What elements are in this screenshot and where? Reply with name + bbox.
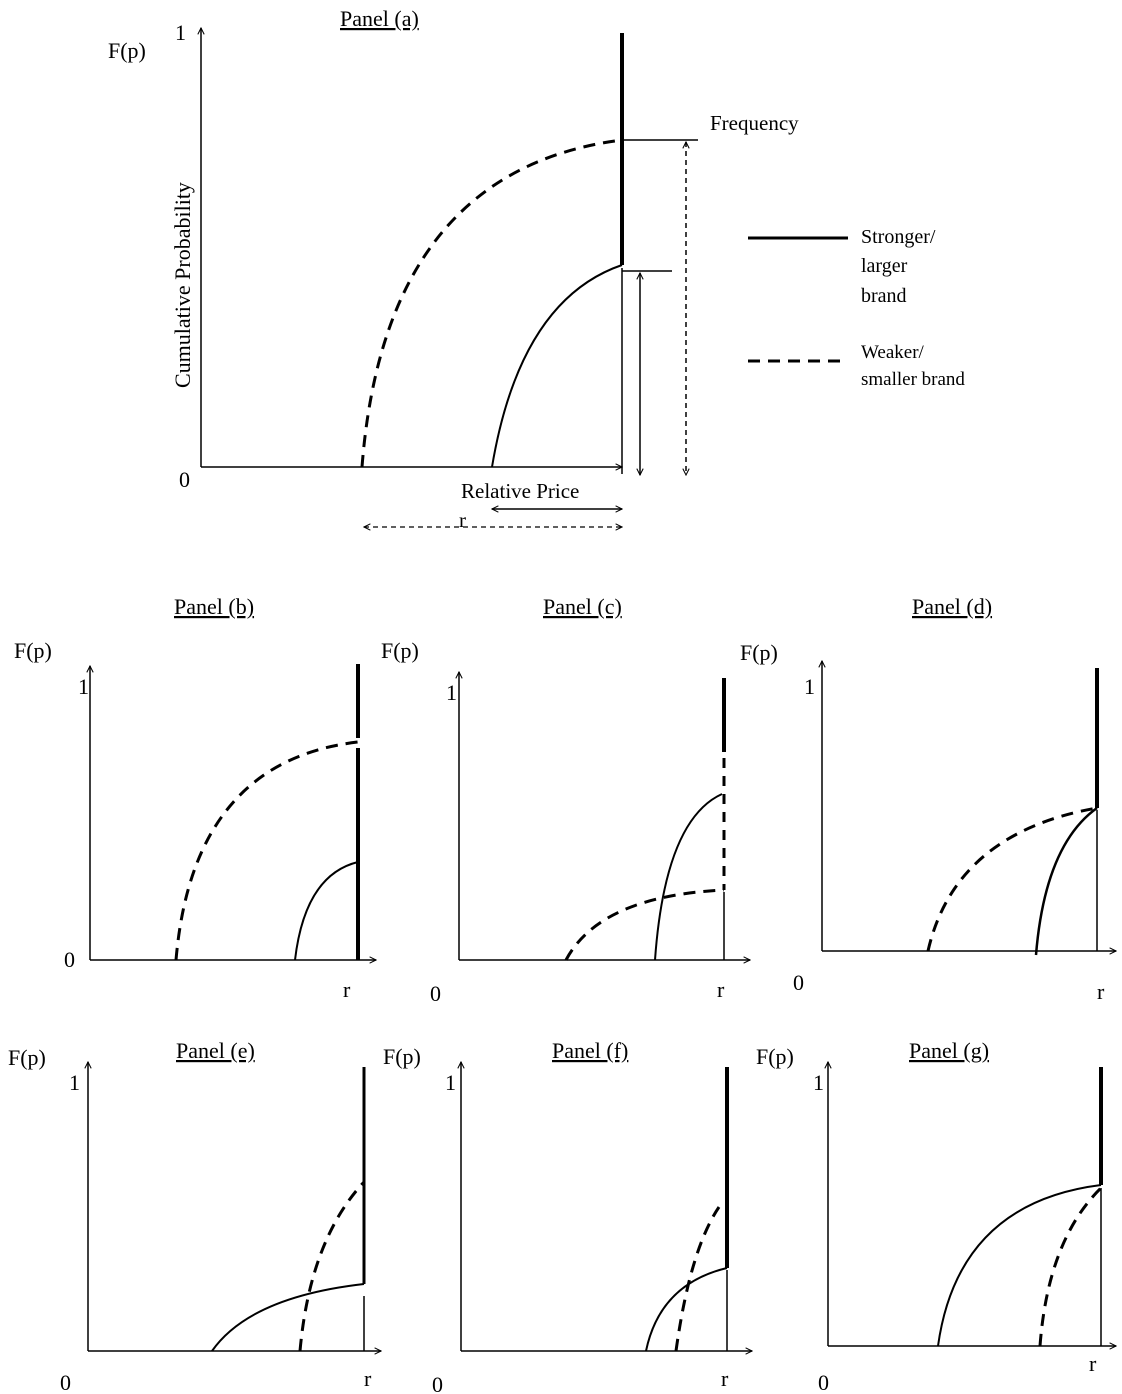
- frequency-label: Frequency: [710, 111, 799, 135]
- panel-a: Panel (a) F(p) 1 0 Cumulative Probabilit…: [108, 6, 799, 532]
- panel-a-y-top: 1: [175, 20, 186, 45]
- panel-c-ylabel: F(p): [381, 638, 419, 663]
- panel-e-title: Panel (e): [176, 1038, 255, 1063]
- panel-b: Panel (b) F(p) 1 0 r: [14, 594, 376, 1002]
- panel-c-strong-curve: [654, 793, 723, 961]
- panel-a-weak-curve: [360, 138, 623, 468]
- legend-weak-line2: smaller brand: [861, 369, 965, 390]
- panel-f: Panel (f) F(p) 1 0 r: [383, 1038, 752, 1394]
- panel-b-title: Panel (b): [174, 594, 254, 619]
- panel-b-y-top: 1: [78, 674, 89, 699]
- panel-g-y-top: 1: [813, 1070, 824, 1095]
- panel-c-weak-curve: [564, 888, 725, 961]
- panel-g-title: Panel (g): [909, 1038, 989, 1063]
- panel-a-strong-curve: [491, 264, 623, 468]
- panel-f-r-label: r: [721, 1366, 729, 1391]
- panel-e: Panel (e) F(p) 1 0 r: [8, 1038, 381, 1394]
- panel-e-origin: 0: [60, 1370, 71, 1394]
- panel-d-y-top: 1: [804, 674, 815, 699]
- panel-c: Panel (c) F(p) 1 0 r: [381, 594, 750, 1006]
- panel-b-origin: 0: [64, 947, 75, 972]
- panel-g-origin: 0: [818, 1370, 829, 1394]
- panel-d-strong-curve: [1034, 806, 1098, 956]
- panel-a-ylabel: F(p): [108, 38, 146, 63]
- panel-g: Panel (g) F(p) 1 0 r: [756, 1038, 1116, 1394]
- panel-f-y-top: 1: [445, 1070, 456, 1095]
- panel-b-weak-curve: [174, 740, 359, 961]
- panel-c-r-label: r: [717, 977, 725, 1002]
- panel-d-weak-curve: [926, 806, 1098, 952]
- panel-f-weak-curve: [674, 1206, 721, 1352]
- panel-e-ylabel: F(p): [8, 1045, 46, 1070]
- panel-d-r-label: r: [1097, 979, 1105, 1004]
- panel-b-strong-curve: [294, 861, 359, 961]
- panel-c-y-top: 1: [446, 680, 457, 705]
- panel-d-ylabel: F(p): [740, 640, 778, 665]
- legend: Stronger/ larger brand Weaker/ smaller b…: [748, 226, 965, 390]
- legend-weak-line1: Weaker/: [861, 342, 925, 363]
- panel-a-xaxis-label: Relative Price: [461, 479, 579, 503]
- panel-e-r-label: r: [364, 1366, 372, 1391]
- panel-f-title: Panel (f): [552, 1038, 628, 1063]
- panel-g-ylabel: F(p): [756, 1044, 794, 1069]
- panel-a-yaxis-label: Cumulative Probability: [170, 182, 195, 388]
- panel-b-r-label: r: [343, 977, 351, 1002]
- panel-e-strong-curve: [211, 1283, 365, 1352]
- legend-strong-line1: Stronger/: [861, 226, 936, 248]
- panel-a-r-label: r: [459, 508, 466, 532]
- panel-e-y-top: 1: [69, 1070, 80, 1095]
- panel-d-title: Panel (d): [912, 594, 992, 619]
- panel-c-origin: 0: [430, 981, 441, 1006]
- panel-e-weak-curve: [298, 1180, 366, 1352]
- panel-g-weak-curve: [1038, 1186, 1103, 1347]
- panel-a-origin: 0: [179, 467, 190, 492]
- panel-g-r-label: r: [1089, 1351, 1097, 1376]
- panel-c-title: Panel (c): [543, 594, 622, 619]
- panel-b-ylabel: F(p): [14, 638, 52, 663]
- panel-d: Panel (d) F(p) 1 0 r: [740, 594, 1116, 1004]
- panel-d-origin: 0: [793, 970, 804, 995]
- panel-f-strong-curve: [645, 1267, 728, 1352]
- panel-g-strong-curve: [937, 1184, 1102, 1347]
- panel-a-title: Panel (a): [340, 6, 419, 31]
- panel-f-origin: 0: [432, 1372, 443, 1394]
- legend-strong-line3: brand: [861, 285, 907, 307]
- legend-strong-line2: larger: [861, 255, 908, 277]
- panel-f-ylabel: F(p): [383, 1044, 421, 1069]
